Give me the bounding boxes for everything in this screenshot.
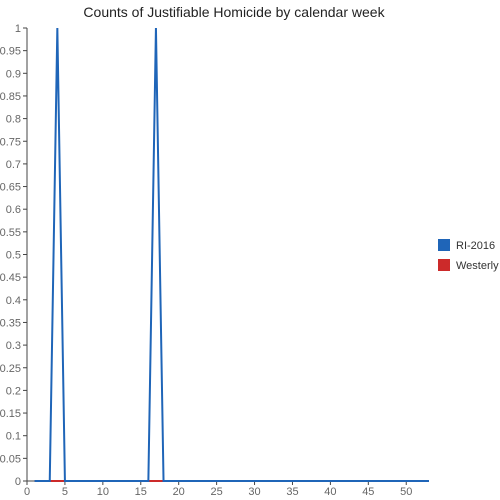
y-tick-label: 0.65 xyxy=(0,182,21,194)
legend-swatch-ri-2016 xyxy=(438,239,450,251)
x-tick-label: 20 xyxy=(173,486,185,498)
y-tick-label: 0.15 xyxy=(0,408,21,420)
x-tick-label: 10 xyxy=(97,486,109,498)
legend-item-ri-2016[interactable]: RI-2016 xyxy=(438,239,495,252)
y-tick-label: 0.6 xyxy=(6,204,21,216)
x-tick-label: 0 xyxy=(24,486,30,498)
y-tick-label: 0.85 xyxy=(0,91,21,103)
y-tick-label: 0.95 xyxy=(0,46,21,58)
plot-area xyxy=(34,27,429,482)
x-tick-label: 15 xyxy=(135,486,147,498)
x-tick-label: 45 xyxy=(362,486,374,498)
y-tick-label: 0.75 xyxy=(0,136,21,148)
y-tick-label: 0.05 xyxy=(0,453,21,465)
legend-label-ri-2016: RI-2016 xyxy=(456,240,495,252)
y-tick-label: 0.4 xyxy=(6,295,21,307)
y-tick-label: 0.7 xyxy=(6,159,21,171)
legend-label-westerly: Westerly xyxy=(456,260,499,272)
x-tick-label: 5 xyxy=(62,486,68,498)
x-axis: 0 5 10 15 20 25 30 35 40 45 50 xyxy=(24,481,412,498)
x-tick-label: 30 xyxy=(248,486,260,498)
y-tick-label: 0.3 xyxy=(6,340,21,352)
y-tick-label: 0.35 xyxy=(0,317,21,329)
y-tick-label: 0.8 xyxy=(6,114,21,126)
y-tick-label: 0.1 xyxy=(6,431,21,443)
y-tick-label: 0.55 xyxy=(0,227,21,239)
legend-swatch-westerly xyxy=(438,259,450,271)
x-tick-label: 25 xyxy=(210,486,222,498)
y-tick-label: 0 xyxy=(15,476,21,488)
legend-item-westerly[interactable]: Westerly xyxy=(438,259,499,272)
x-tick-label: 50 xyxy=(400,486,412,498)
y-tick-label: 0.2 xyxy=(6,385,21,397)
y-tick-label: 0.5 xyxy=(6,250,21,262)
y-tick-label: 0.45 xyxy=(0,272,21,284)
series-line-ri-2016[interactable] xyxy=(34,27,429,482)
x-tick-label: 35 xyxy=(286,486,298,498)
x-tick-label: 40 xyxy=(324,486,336,498)
legend[interactable]: RI-2016 Westerly xyxy=(438,239,499,272)
y-tick-label: 1 xyxy=(15,23,21,35)
y-axis: 0 0.05 0.1 0.15 0.2 0.25 0.3 0.35 0.4 0.45 0.5 0.55… xyxy=(0,23,27,488)
chart-title: Counts of Justifiable Homicide by calend… xyxy=(83,4,385,20)
y-tick-label: 0.9 xyxy=(6,68,21,80)
y-tick-label: 0.25 xyxy=(0,363,21,375)
